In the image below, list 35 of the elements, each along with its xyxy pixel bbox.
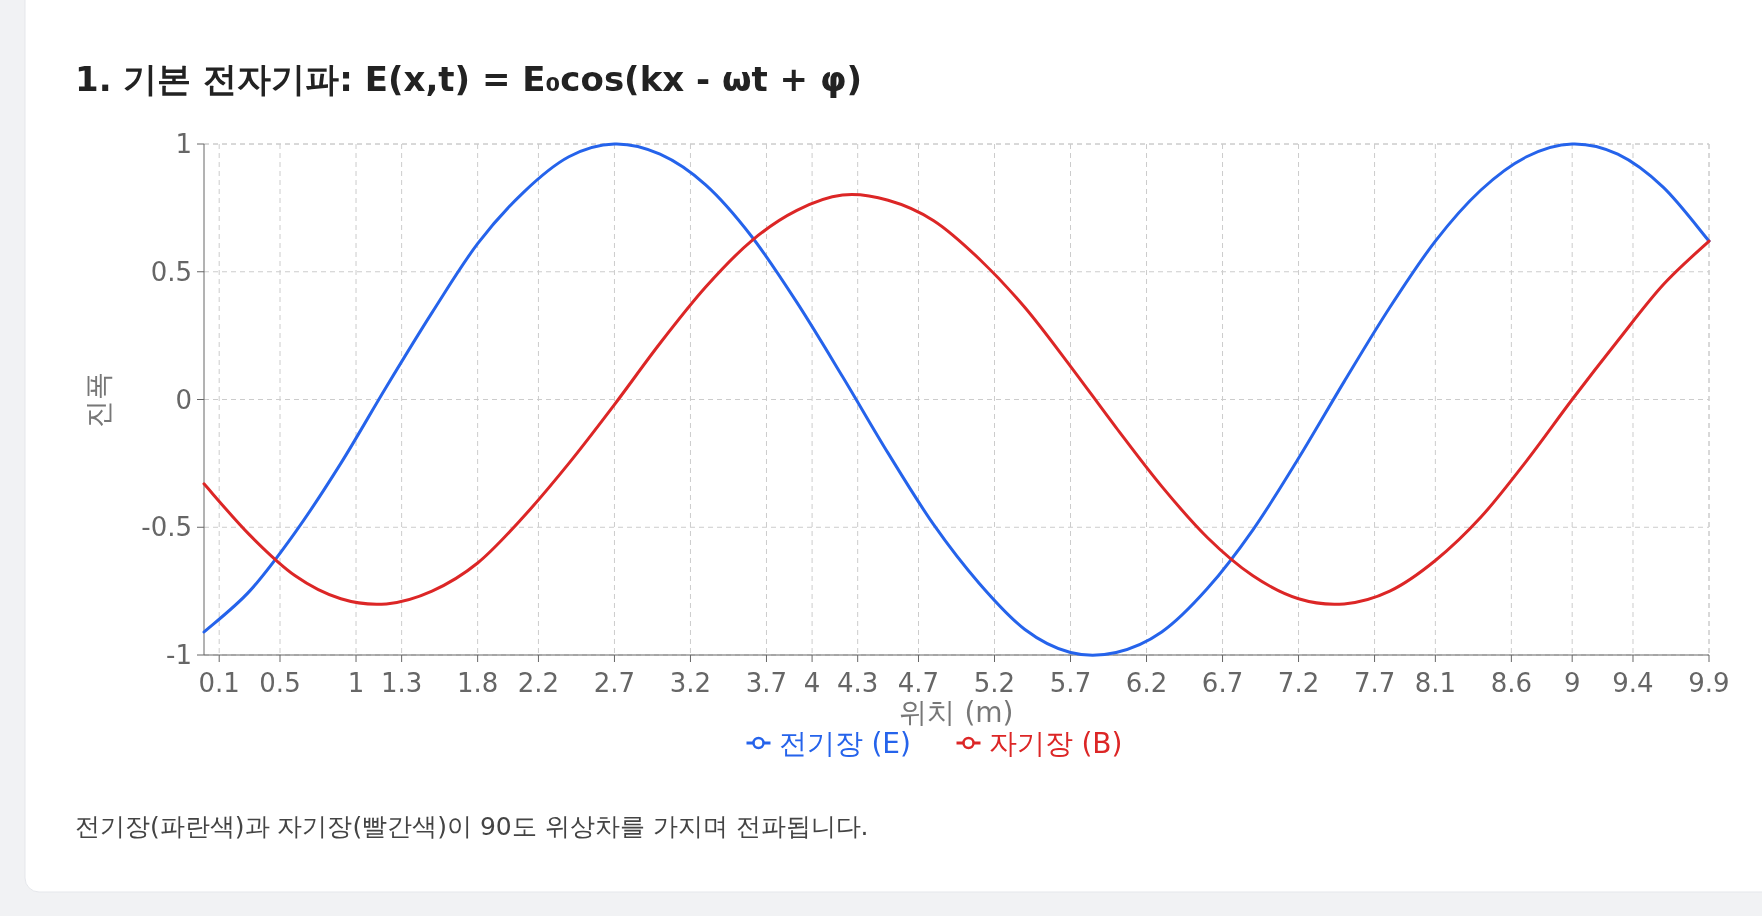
x-tick-label: 7.2 xyxy=(1277,668,1320,698)
x-tick-label: 6.7 xyxy=(1201,668,1244,698)
y-tick-label: 0.5 xyxy=(150,256,192,287)
text: 전기장(파란색)과 자기장(빨간색)이 90도 위상차를 가지며 전파됩니다. xyxy=(75,812,869,841)
x-tick-label: 9.4 xyxy=(1612,668,1654,698)
x-tick-label: 1.3 xyxy=(380,668,423,698)
x-tick-label: 9 xyxy=(1563,668,1581,698)
x-tick-label: 4 xyxy=(803,668,821,698)
chart-title: 1. 기본 전자기파: E(x,t) = E₀cos(kx - ωt + φ) xyxy=(75,59,863,99)
line-series xyxy=(202,193,1711,606)
x-tick-label: 1.8 xyxy=(456,668,499,698)
legend-label: 자기장 (B) xyxy=(988,727,1123,760)
x-tick-label: 1 xyxy=(347,668,365,698)
legend-label: 전기장 (E) xyxy=(778,727,911,760)
x-tick-label: 0.1 xyxy=(198,668,240,698)
x-tick-label: 5.7 xyxy=(1049,668,1092,698)
x-tick-label: 7.7 xyxy=(1353,668,1396,698)
x-tick-label: 3.7 xyxy=(745,668,788,698)
x-tick-label: 3.2 xyxy=(669,668,712,698)
x-tick-label: 6.2 xyxy=(1125,668,1168,698)
x-tick-label: 4.7 xyxy=(897,668,940,698)
x-tick-label: 8.1 xyxy=(1414,668,1457,698)
x-tick-label: 0.5 xyxy=(259,668,301,698)
x-tick-label: 5.2 xyxy=(973,668,1016,698)
x-tick-label: 9.9 xyxy=(1688,668,1730,698)
x-tick-label: 2.2 xyxy=(517,668,560,698)
x-tick-label: 2.7 xyxy=(593,668,636,698)
x-axis-title: 위치 (m) xyxy=(899,696,1014,729)
y-tick-label: 0 xyxy=(175,384,192,415)
x-tick-label: 4.3 xyxy=(837,668,879,698)
y-axis-title: 진폭 xyxy=(82,371,115,428)
y-tick-label: 1 xyxy=(175,129,192,159)
y-tick-label: -0.5 xyxy=(141,512,192,543)
x-tick-label: 8.6 xyxy=(1490,668,1533,698)
y-tick-label: -1 xyxy=(166,640,192,670)
